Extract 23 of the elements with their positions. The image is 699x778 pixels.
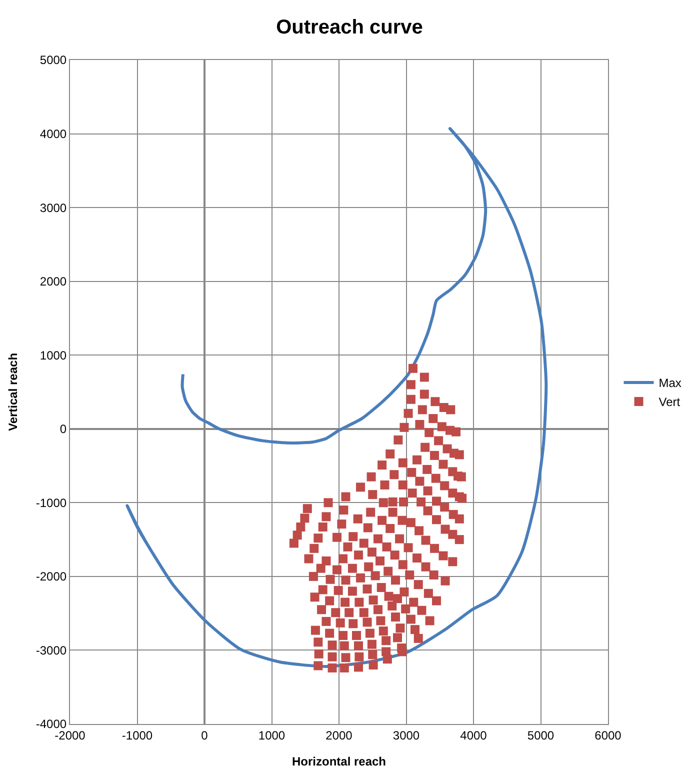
y-tick-label: 4000	[40, 126, 67, 141]
y-tick-label: 2000	[40, 274, 67, 289]
y-tick-label: 1000	[40, 348, 67, 362]
y-tick-label: 3000	[40, 200, 67, 215]
y-axis-title: Vertical reach	[6, 352, 20, 432]
y-tick-label: -3000	[36, 643, 67, 658]
y-tick-label: -1000	[36, 496, 67, 510]
y-tick-label: 5000	[40, 53, 67, 68]
y-tick-label: 0	[60, 422, 67, 436]
y-tick-label: -2000	[36, 570, 67, 584]
legend-label: Vert	[658, 395, 681, 410]
x-tick-label: 2000	[326, 728, 353, 742]
legend-label: Max	[658, 376, 682, 390]
x-tick-label: 3000	[392, 728, 420, 742]
x-tick-label: 1000	[258, 728, 286, 742]
line-series	[126, 127, 548, 668]
x-tick-label: 6000	[594, 728, 622, 742]
x-tick-label: 4000	[460, 728, 488, 742]
x-tick-label: 0	[201, 728, 208, 742]
x-axis-title: Horizontal reach	[292, 754, 386, 768]
x-tick-label: -1000	[122, 728, 153, 742]
chart-title: Outreach curve	[276, 16, 423, 38]
x-tick-label: 5000	[527, 728, 554, 742]
